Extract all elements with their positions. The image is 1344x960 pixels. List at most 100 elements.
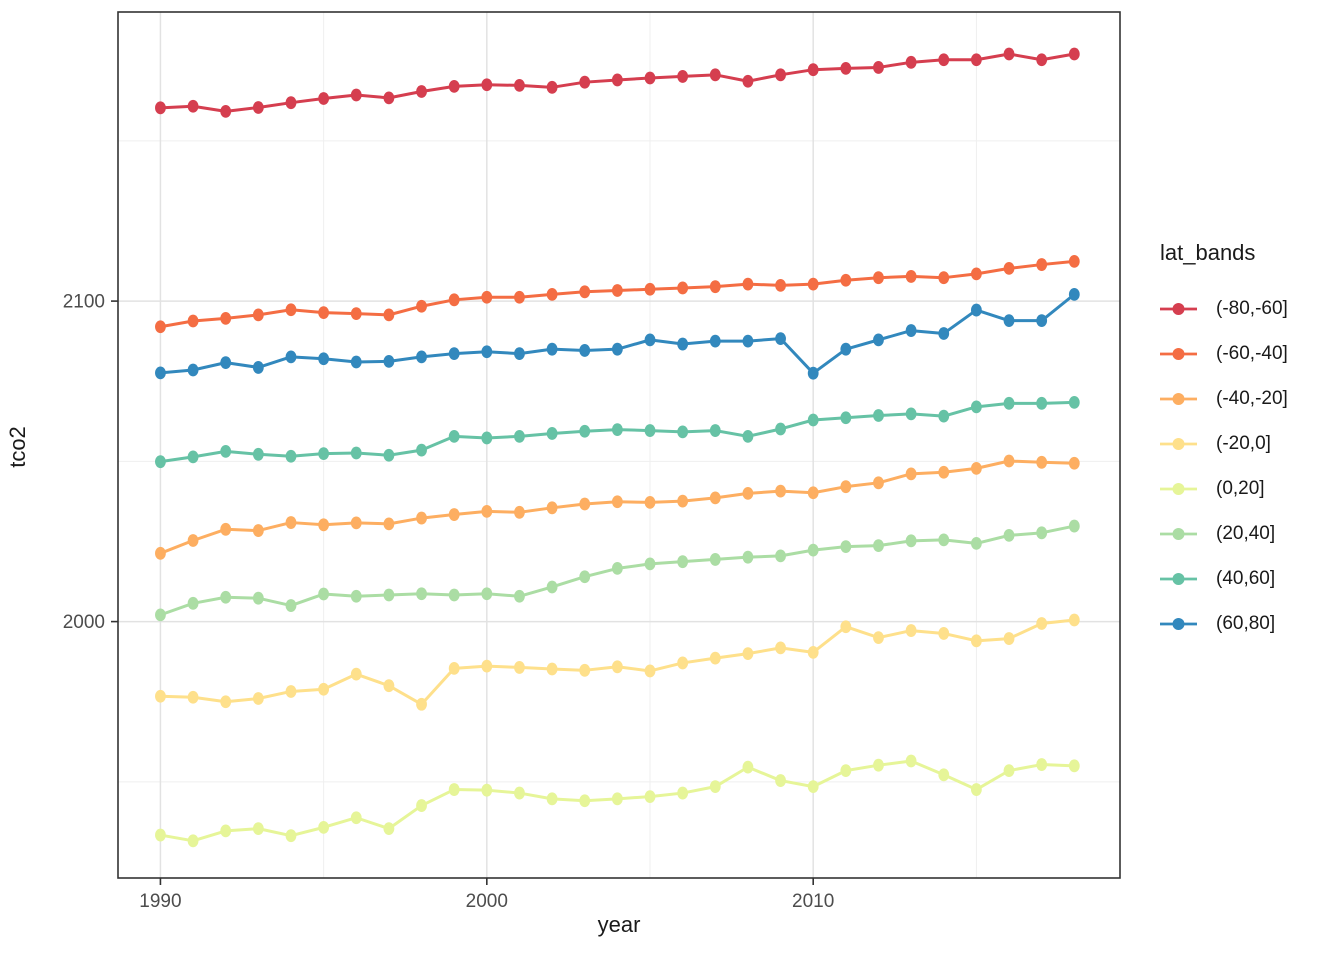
data-point — [383, 588, 395, 602]
legend-item: (60,80] — [1160, 601, 1340, 646]
panel-background — [118, 12, 1120, 878]
data-point — [1036, 526, 1048, 540]
data-point — [1003, 314, 1015, 328]
data-point — [252, 692, 264, 705]
data-point — [970, 53, 982, 67]
data-point — [252, 101, 264, 114]
data-point — [742, 429, 754, 443]
x-axis-title: year — [597, 912, 641, 937]
data-point — [775, 774, 786, 787]
data-point — [350, 88, 362, 102]
data-point — [1003, 764, 1015, 778]
data-point — [938, 327, 950, 340]
data-point — [807, 645, 819, 659]
data-point — [448, 661, 460, 675]
data-point — [709, 780, 721, 794]
data-point — [252, 447, 264, 461]
data-point — [252, 308, 264, 322]
data-point — [155, 546, 166, 560]
data-point — [514, 347, 525, 361]
data-point — [285, 685, 297, 698]
data-point — [514, 429, 525, 443]
data-point — [840, 342, 852, 356]
data-point — [709, 424, 721, 437]
data-point — [873, 409, 884, 422]
data-point — [709, 280, 721, 294]
data-point — [155, 608, 166, 622]
data-point — [970, 303, 982, 317]
data-point — [383, 354, 395, 368]
data-point — [514, 661, 525, 674]
data-point — [611, 660, 623, 674]
data-point — [579, 424, 591, 438]
data-point — [220, 695, 232, 709]
data-point — [514, 290, 525, 304]
data-point — [187, 99, 199, 113]
legend-label: (-40,-20] — [1216, 387, 1288, 409]
legend-label: (60,80] — [1216, 612, 1276, 634]
y-tick-label: 2100 — [63, 292, 105, 313]
data-point — [644, 282, 656, 296]
data-point — [1068, 254, 1080, 268]
data-point — [481, 345, 493, 359]
data-point — [481, 504, 493, 518]
data-point — [416, 350, 427, 364]
data-point — [187, 363, 199, 377]
data-point — [350, 355, 362, 369]
data-point — [514, 786, 525, 800]
legend-label: (-20,0] — [1216, 432, 1271, 454]
data-point — [970, 783, 982, 796]
data-point — [742, 647, 754, 661]
data-point — [709, 651, 721, 665]
data-point — [840, 620, 852, 634]
legend-key-icon — [1160, 482, 1197, 495]
data-point — [383, 448, 395, 462]
data-point — [481, 431, 493, 445]
data-point — [873, 476, 884, 490]
data-point — [677, 555, 689, 569]
data-point — [546, 80, 558, 94]
data-point — [318, 820, 330, 834]
data-point — [187, 834, 199, 848]
data-point — [775, 68, 786, 82]
data-point — [350, 667, 362, 681]
data-point — [1036, 455, 1048, 469]
data-point — [285, 599, 297, 612]
legend-label: (-60,-40] — [1216, 342, 1288, 364]
data-point — [416, 697, 427, 711]
data-point — [155, 101, 166, 115]
data-point — [742, 486, 754, 500]
data-point — [285, 449, 297, 463]
data-point — [807, 366, 819, 380]
data-point — [448, 429, 460, 443]
data-point — [611, 561, 623, 575]
data-point — [546, 287, 558, 301]
data-point — [285, 516, 297, 529]
data-point — [677, 70, 689, 83]
legend-title: lat_bands — [1160, 240, 1256, 265]
data-point — [644, 495, 656, 509]
legend-item: (-20,0] — [1160, 421, 1340, 466]
data-point — [1003, 632, 1015, 645]
data-point — [350, 589, 362, 603]
y-tick-label: 2000 — [63, 612, 105, 633]
data-point — [318, 447, 330, 461]
data-point — [742, 334, 754, 348]
data-point — [546, 792, 558, 806]
data-point — [448, 783, 460, 796]
data-point — [481, 587, 493, 601]
data-point — [840, 764, 852, 778]
data-point — [938, 53, 950, 67]
data-point — [807, 413, 819, 427]
data-point — [155, 366, 166, 380]
data-point — [1068, 47, 1080, 61]
data-point — [775, 278, 786, 292]
data-point — [873, 631, 884, 645]
data-point — [1036, 396, 1048, 410]
data-point — [448, 347, 460, 361]
data-point — [677, 337, 689, 351]
data-point — [938, 768, 950, 782]
data-point — [579, 285, 591, 299]
data-point — [938, 271, 950, 285]
